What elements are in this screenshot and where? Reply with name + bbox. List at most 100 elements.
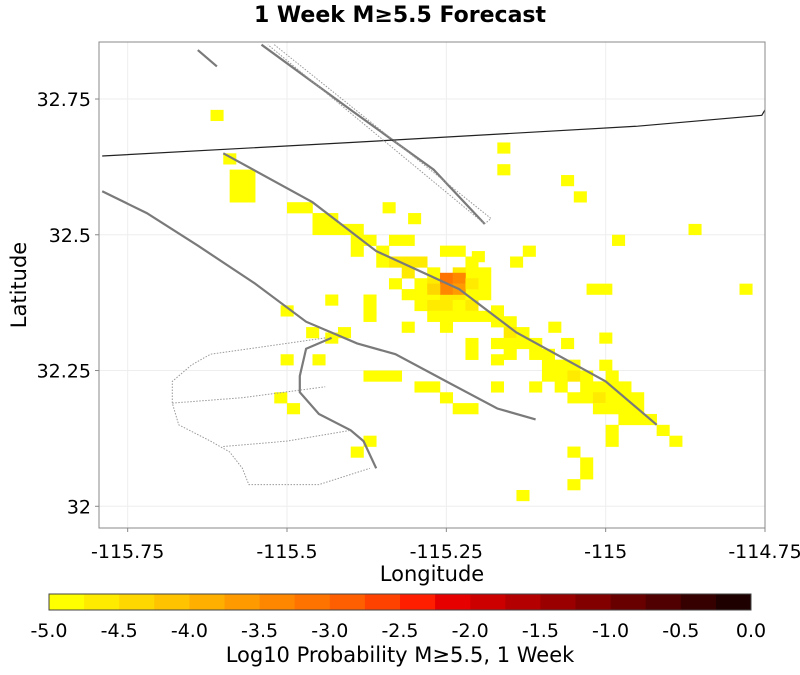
probability-cell [401,256,415,268]
probability-cell [503,327,517,339]
probability-cell [490,337,504,350]
probability-cell [573,191,587,203]
probability-cell [548,321,562,333]
probability-cell [427,310,441,322]
colorbar-segment [154,594,190,610]
colorbar-segment [715,594,752,610]
fault-line [101,190,536,421]
probability-cell [401,289,415,301]
probability-cell [631,413,645,426]
probability-cell [592,403,606,415]
probability-cell [439,392,454,404]
probability-cell [388,256,403,268]
probability-cell [325,213,339,225]
probability-cell [452,310,466,322]
probability-cell [618,381,632,393]
probability-cell [414,278,428,290]
probability-cell [427,299,441,312]
colorbar-ticks: -5.0 -4.5 -4.0 -3.5 -3.0 -2.5 -2.0 -1.5 -1.0 -0.5… [30,620,766,642]
probability-cell [414,289,428,301]
probability-cell [612,234,626,246]
probability-cell [567,446,581,458]
probability-cell [503,348,517,360]
probability-cell [529,381,543,393]
probability-cell [497,164,511,176]
probability-cell [408,213,422,225]
probability-cell [631,392,645,404]
probability-cell [401,321,415,333]
probability-cell [599,332,613,344]
probability-cell [325,332,339,344]
probability-cell [516,337,530,350]
colorbar-tick-label: -0.5 [662,620,699,642]
probability-cell [497,142,511,154]
probability-cell [478,267,492,279]
probability-cell [605,370,619,382]
probability-cell [541,359,555,371]
probability-cell [439,272,454,284]
x-tick-label: -114.75 [728,541,800,563]
probability-cell [376,245,390,257]
probability-cell [242,180,256,192]
colorbar-tick-label: -3.5 [241,620,278,642]
probability-cell [618,413,632,426]
probability-cell [516,327,530,339]
probability-cell [465,289,479,301]
probability-cell [567,392,581,404]
x-tick-label: -115.25 [410,541,483,563]
probability-cell [350,223,364,236]
probability-cell [439,245,454,257]
probability-cell [605,435,619,447]
probability-cell [363,435,377,447]
y-axis-ticks: 32.75 32.5 32.25 32 [37,89,99,518]
probability-cell [554,381,568,393]
probability-cell [478,289,492,301]
probability-cell [516,489,530,502]
probability-cell [439,299,454,312]
probability-cell [618,403,632,415]
probability-cell [325,294,339,306]
colorbar [48,593,752,611]
probability-cell [287,403,301,415]
probability-cell [567,479,581,491]
probability-cell [337,327,352,339]
x-tick-label: -115.75 [91,541,164,563]
probability-cell [427,283,441,295]
colorbar-tick-label: -5.0 [30,620,67,642]
probability-cell [478,310,492,322]
colorbar-tick-label: -4.5 [101,620,138,642]
colorbar-segment [505,594,541,610]
fault-line [102,109,766,157]
probability-cell [567,370,581,382]
probability-cell [503,316,517,328]
x-axis-label: Longitude [380,562,484,586]
colorbar-segment [329,594,366,610]
probability-cell [452,299,466,312]
probability-cell [427,381,441,393]
probability-cell [363,294,377,306]
probability-cell [452,272,466,284]
plot-border [98,41,766,529]
y-axis-label: Latitude [7,242,31,328]
fault-line [267,44,492,225]
probability-cell [401,234,415,246]
probability-cell [465,299,479,312]
colorbar-tick-label: -1.0 [592,620,629,642]
probability-cell [465,278,479,290]
probability-cell [414,381,428,393]
probability-cell [522,245,536,257]
probability-cell [503,337,517,350]
probability-cell [427,267,441,279]
probability-cell [465,267,479,279]
probability-cell [471,251,485,263]
probability-cell [376,370,390,382]
probability-cell [465,337,479,350]
probability-cell [599,283,613,295]
probability-cell [242,169,256,181]
probability-cell [337,223,352,236]
probability-cell [529,348,543,360]
probability-cell [580,381,594,393]
colorbar-tick-label: -3.0 [311,620,348,642]
colorbar-segment [435,594,471,610]
colorbar-segment [645,594,682,610]
